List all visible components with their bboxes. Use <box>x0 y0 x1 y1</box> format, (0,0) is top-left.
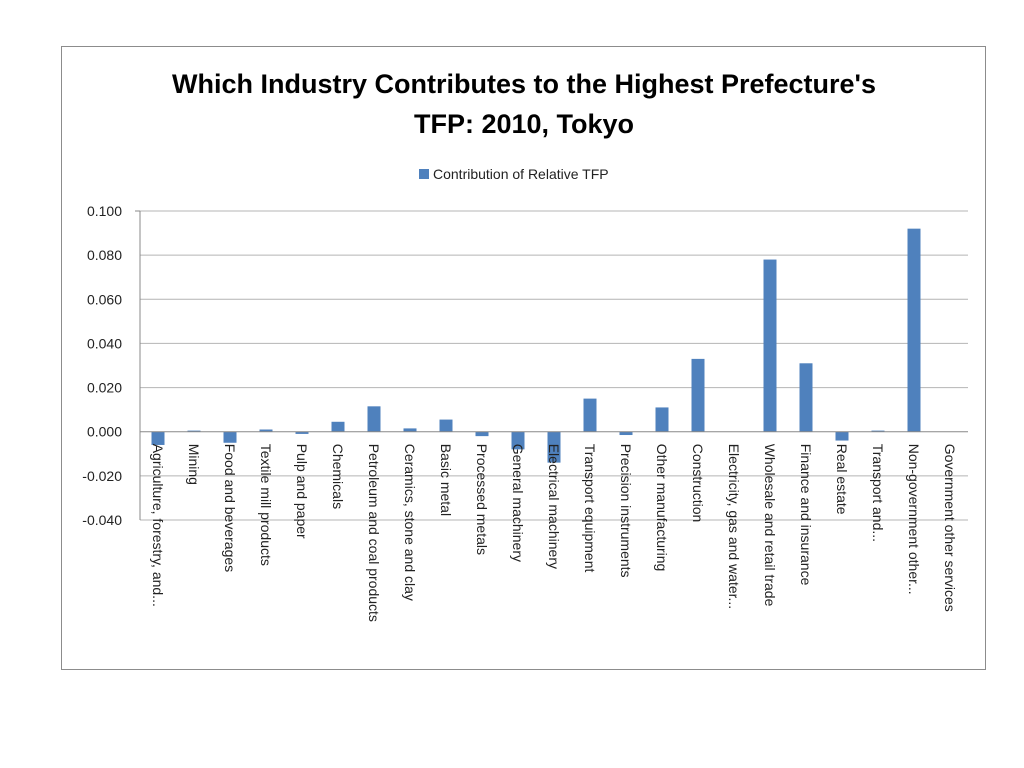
bar <box>187 430 201 432</box>
bar <box>403 428 417 432</box>
legend-label: Contribution of Relative TFP <box>433 166 609 182</box>
category-label: Pulp and paper <box>294 444 310 539</box>
bar <box>655 407 669 432</box>
axes <box>135 210 968 520</box>
category-label: Chemicals <box>330 444 346 509</box>
chart-title-line-1: Which Industry Contributes to the Highes… <box>172 69 876 99</box>
category-label: Other manufacturing <box>654 444 670 572</box>
bars <box>151 228 921 463</box>
category-label: Construction <box>690 444 706 523</box>
category-label: Transport and... <box>870 444 886 542</box>
bar <box>547 431 561 463</box>
y-tick-label: 0.040 <box>87 335 122 351</box>
category-label: Food and beverages <box>222 444 238 572</box>
gridlines <box>140 210 968 521</box>
bar <box>223 431 237 443</box>
bar <box>907 228 921 432</box>
bar <box>439 419 453 432</box>
bar <box>259 429 273 432</box>
bar <box>835 431 849 441</box>
bar-chart: Which Industry Contributes to the Highes… <box>82 69 968 622</box>
category-label: Basic metal <box>438 444 454 516</box>
y-tick-label: 0.080 <box>87 247 122 263</box>
category-label: Mining <box>186 444 202 485</box>
category-label: Precision instruments <box>618 444 634 578</box>
category-label: Ceramics, stone and clay <box>402 444 418 601</box>
y-tick-label: 0.000 <box>87 424 122 440</box>
bar <box>331 421 345 432</box>
category-label: Real estate <box>834 444 850 515</box>
bar <box>619 431 633 436</box>
category-label: Electrical machinery <box>546 444 562 569</box>
chart-frame: Which Industry Contributes to the Highes… <box>61 46 986 670</box>
category-label: Agriculture, forestry, and... <box>150 444 166 607</box>
category-label: Wholesale and retail trade <box>762 444 778 607</box>
bar <box>799 363 813 432</box>
bar <box>151 431 165 445</box>
y-tick-label: 0.060 <box>87 291 122 307</box>
legend-swatch <box>419 169 429 179</box>
bar <box>763 259 777 432</box>
y-tick-label: 0.020 <box>87 380 122 396</box>
category-label: Transport equipment <box>582 444 598 573</box>
category-label: Electricity, gas and water... <box>726 444 742 609</box>
bar <box>583 398 597 432</box>
bar <box>511 431 525 450</box>
y-tick-label: 0.100 <box>87 203 122 219</box>
category-label: Government other services <box>942 444 958 612</box>
y-axis-ticks: 0.100 0.080 0.060 0.040 0.020 0.000 -0.020 -0.0… <box>82 203 122 528</box>
category-labels: Agriculture, forestry, and... Mining Food … <box>150 444 958 622</box>
category-label: Textile mill products <box>258 444 274 566</box>
chart-title-line-2: TFP: 2010, Tokyo <box>414 109 634 139</box>
category-label: General machinery <box>510 444 526 562</box>
bar <box>691 358 705 432</box>
bar <box>871 430 885 432</box>
bar <box>367 406 381 432</box>
category-label: Non-government other... <box>906 444 922 595</box>
category-label: Petroleum and coal products <box>366 444 382 622</box>
y-tick-label: -0.040 <box>82 512 122 528</box>
category-label: Processed metals <box>474 444 490 555</box>
bar <box>475 431 489 437</box>
category-label: Finance and insurance <box>798 444 814 586</box>
bar <box>295 431 309 434</box>
y-tick-label: -0.020 <box>82 468 122 484</box>
